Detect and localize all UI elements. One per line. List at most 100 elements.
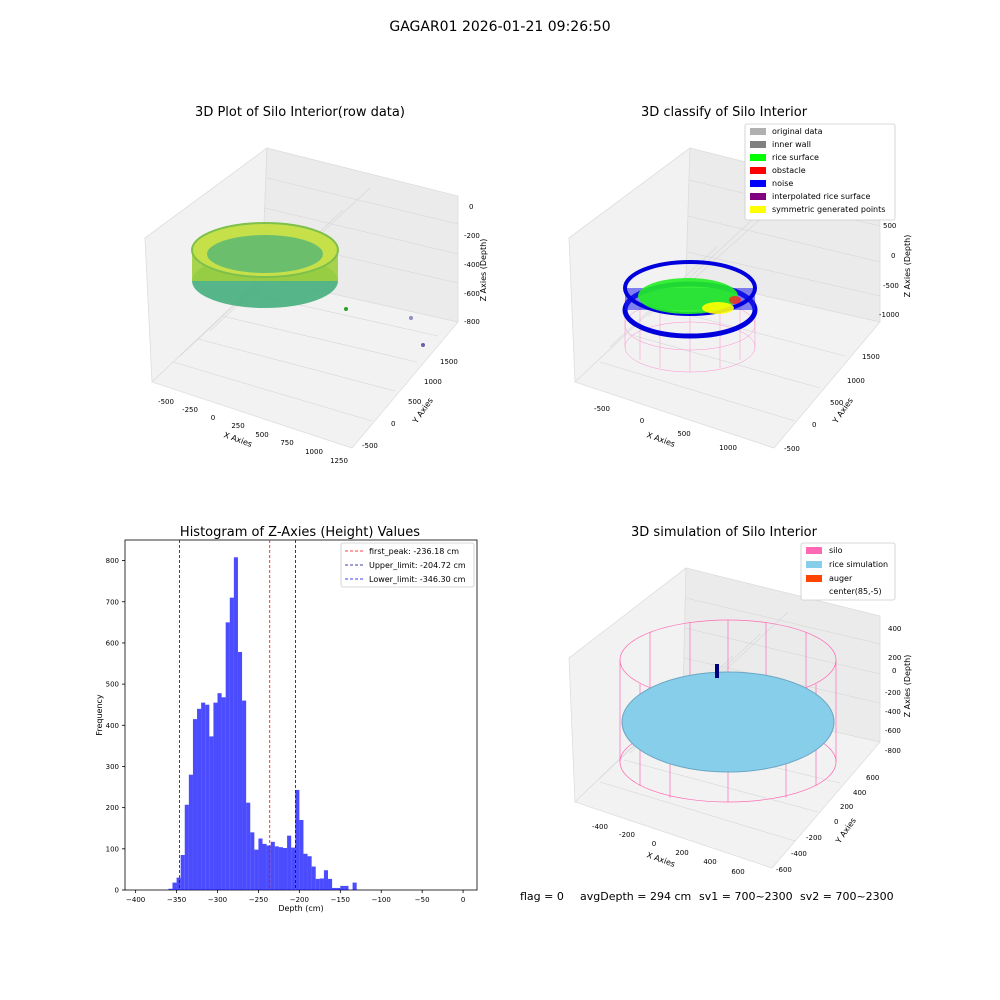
histogram-bar <box>303 853 308 890</box>
footer-avg-depth: avgDepth = 294 cm <box>580 890 691 903</box>
simulation-rice-surface <box>621 671 835 773</box>
sim-ztick: 400 <box>888 625 901 633</box>
simulation-xticks: -400 -200 0 200 400 600 <box>592 823 745 876</box>
legend-swatch-original-data <box>750 128 766 135</box>
histogram-bar <box>307 856 312 890</box>
histogram-bar <box>295 789 300 890</box>
simulation-legend: silo rice simulation auger center(85,-5) <box>800 542 896 601</box>
legend-swatch-symmetric <box>750 206 766 213</box>
sim-ztick: -800 <box>885 747 901 755</box>
footer-status: flag = 0 avgDepth = 294 cm sv1 = 700~230… <box>520 890 894 903</box>
histogram-xtick-label: −150 <box>331 896 350 904</box>
histogram-ytick-label: 400 <box>106 722 119 730</box>
classify-3d-panel: 3D classify of Silo Interior <box>568 105 912 453</box>
histogram-bar <box>266 845 271 890</box>
histogram-xtick-label: −400 <box>126 896 145 904</box>
histogram-xtick-label: −250 <box>249 896 268 904</box>
sim-xtick: 0 <box>652 840 656 848</box>
histogram-xtick-label: −50 <box>415 896 430 904</box>
histogram-bar <box>258 838 263 890</box>
histogram-vlines <box>179 540 296 890</box>
raw-ytick: 1000 <box>424 378 442 386</box>
raw-xtick: -500 <box>158 398 174 406</box>
histogram-xtick-label: 0 <box>461 896 465 904</box>
simulation-zlabel: Z Axies (Depth) <box>903 655 912 718</box>
figure-suptitle: GAGAR01 2026-01-21 09:26:50 <box>389 19 610 35</box>
raw-ztick: 0 <box>469 203 473 211</box>
histogram-ytick-label: 500 <box>106 681 119 689</box>
histogram-ytick-label: 700 <box>106 598 119 606</box>
histogram-bar <box>282 848 288 890</box>
histogram-bar <box>180 855 185 890</box>
legend-label-silo: silo <box>829 546 843 555</box>
raw-xtick: 750 <box>280 439 293 447</box>
histogram-ytick-label: 600 <box>106 639 119 647</box>
histogram-bar <box>176 877 181 890</box>
raw-outlier-point <box>344 307 348 311</box>
histogram-bar <box>188 774 193 890</box>
classify-axes-panes <box>568 147 881 449</box>
histogram-bar <box>254 849 259 890</box>
legend-label-lower-limit: Lower_limit: -346.30 cm <box>369 575 466 584</box>
histogram-bar <box>237 652 243 890</box>
classify-xtick: -500 <box>594 405 610 413</box>
classify-ytick: 500 <box>830 399 843 407</box>
histogram-bar <box>246 802 251 890</box>
histogram-bar <box>332 887 337 890</box>
raw-outlier-point <box>409 316 413 320</box>
histogram-bar <box>172 882 177 890</box>
classify-noise-ring-top <box>623 260 757 316</box>
legend-label-interpolated: interpolated rice surface <box>772 192 870 201</box>
classify-ztick: -1000 <box>879 311 899 319</box>
simulation-auger <box>715 664 719 678</box>
classify-ztick: 0 <box>891 252 895 260</box>
classify-panel-title: 3D classify of Silo Interior <box>641 105 808 120</box>
histogram-bar <box>242 700 247 890</box>
histogram-ytick-label: 800 <box>106 557 119 565</box>
histogram-bar <box>209 736 214 890</box>
histogram-bar <box>221 697 226 890</box>
legend-label-upper-limit: Upper_limit: -204.72 cm <box>369 561 466 570</box>
legend-label-noise: noise <box>772 179 793 188</box>
classify-xtick: 0 <box>640 417 644 425</box>
sim-xtick: -200 <box>619 831 635 839</box>
raw-xticks: -500 -250 0 250 500 750 1000 1250 <box>158 398 348 465</box>
classify-ytick: -500 <box>784 445 800 453</box>
histogram-bar <box>217 693 222 890</box>
legend-label-obstacle: obstacle <box>772 166 806 175</box>
sim-ztick: 200 <box>888 654 901 662</box>
raw-yticks: -500 0 500 1000 1500 <box>362 358 458 450</box>
histogram-bar <box>291 847 296 890</box>
raw-3d-panel: 3D Plot of Silo Interior(row data) -500 … <box>144 105 488 465</box>
simulation-legend-frame <box>800 542 896 601</box>
sim-ztick: -400 <box>885 708 901 716</box>
classify-xtick: 1000 <box>719 444 737 452</box>
raw-ztick: -400 <box>464 261 480 269</box>
raw-xtick: 1000 <box>305 448 323 456</box>
sim-ytick: 600 <box>866 774 879 782</box>
histogram-ytick-label: 100 <box>106 845 119 853</box>
raw-xtick: 250 <box>231 422 244 430</box>
sim-ztick: 0 <box>892 667 896 675</box>
classify-obstacle <box>729 296 741 304</box>
classify-ztick: -500 <box>883 282 899 290</box>
simulation-3d-panel: 3D simulation of Silo Interior <box>568 525 912 876</box>
legend-swatch-interpolated <box>750 193 766 200</box>
histogram-legend: first_peak: -236.18 cm Upper_limit: -204… <box>340 542 475 588</box>
legend-label-rice-surface: rice surface <box>772 153 819 162</box>
histogram-xlabel: Depth (cm) <box>278 904 323 913</box>
classify-xticks: -500 0 500 1000 <box>594 405 737 452</box>
histogram-xtick-label: −200 <box>290 896 309 904</box>
histogram-xtick-label: −350 <box>167 896 186 904</box>
raw-ztick: -200 <box>464 232 480 240</box>
histogram-bar <box>336 887 341 890</box>
legend-swatch-auger <box>806 575 822 582</box>
sim-xtick: -400 <box>592 823 608 831</box>
legend-label-first-peak: first_peak: -236.18 cm <box>369 547 459 556</box>
histogram-bar <box>205 704 210 890</box>
legend-swatch-noise <box>750 180 766 187</box>
classify-legend: original data inner wall rice surface ob… <box>744 123 896 221</box>
histogram-bar <box>274 846 279 890</box>
histogram-ytick-label: 0 <box>115 887 119 895</box>
